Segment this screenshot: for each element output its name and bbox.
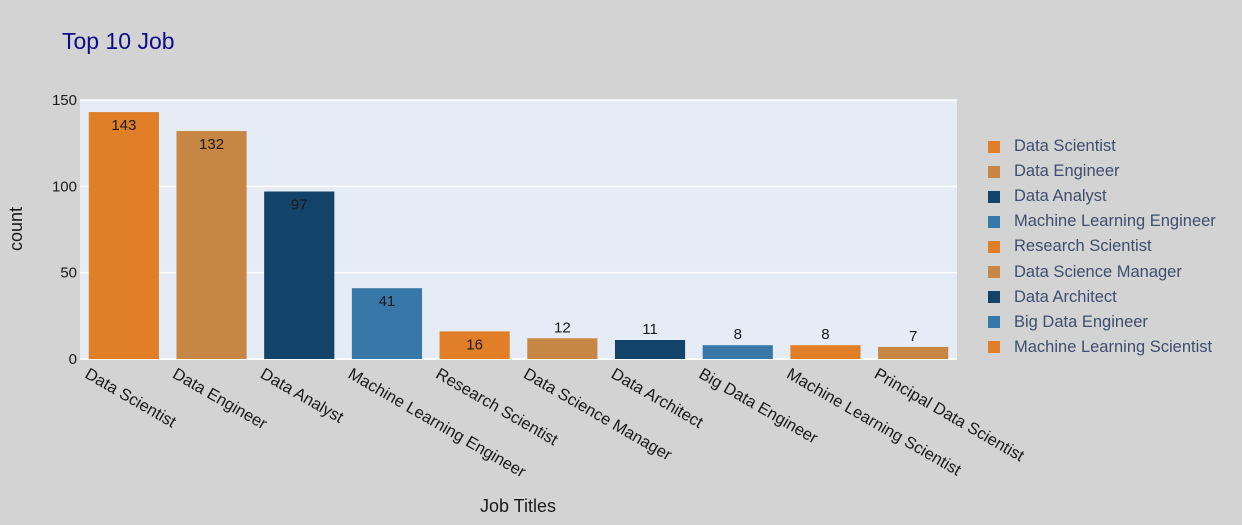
legend-label: Research Scientist: [1014, 237, 1152, 256]
x-tick-label: Data Engineer: [170, 365, 271, 434]
bar-value-label: 132: [199, 136, 224, 153]
legend-swatch: [988, 291, 1000, 304]
bar-value-label: 16: [466, 336, 483, 353]
bar[interactable]: [439, 331, 510, 359]
bar[interactable]: [88, 112, 159, 359]
legend-swatch: [988, 266, 1000, 279]
y-tick-label: 100: [52, 178, 77, 195]
bar-value-label: 8: [734, 326, 742, 343]
legend-item[interactable]: Data Scientist: [988, 134, 1216, 159]
bar-value-label: 143: [111, 117, 136, 134]
legend-label: Data Architect: [1014, 287, 1117, 306]
legend-item[interactable]: Data Analyst: [988, 184, 1216, 209]
legend-label: Machine Learning Engineer: [1014, 212, 1216, 231]
legend-swatch: [988, 341, 1000, 354]
bar[interactable]: [264, 191, 335, 359]
legend-label: Data Science Manager: [1014, 262, 1182, 281]
bars: [88, 112, 949, 359]
legend-item[interactable]: Data Architect: [988, 285, 1216, 310]
bar-value-label: 11: [642, 321, 658, 338]
legend-swatch: [988, 140, 1000, 153]
legend-label: Data Analyst: [1014, 187, 1107, 206]
legend-item[interactable]: Data Engineer: [988, 159, 1216, 184]
bar[interactable]: [351, 288, 423, 359]
legend-item[interactable]: Data Science Manager: [988, 259, 1216, 284]
legend-item[interactable]: Big Data Engineer: [988, 310, 1216, 335]
legend-swatch: [988, 215, 1000, 228]
legend-swatch: [988, 240, 1000, 253]
bar[interactable]: [176, 131, 247, 359]
x-tick-label: Principal Data Scientist: [871, 365, 1027, 466]
y-axis-ticks: 0 50 100 150: [52, 92, 77, 368]
bar[interactable]: [790, 345, 861, 359]
y-tick-label: 50: [60, 265, 77, 282]
legend-label: Machine Learning Scientist: [1014, 337, 1213, 356]
legend-swatch: [988, 165, 1000, 178]
legend-swatch: [988, 316, 1000, 329]
legend: Data Scientist Data Engineer Data Analyst M…: [988, 134, 1216, 360]
x-tick-label: Data Scientist: [82, 365, 180, 432]
legend-item[interactable]: Research Scientist: [988, 234, 1216, 259]
legend-label: Data Engineer: [1014, 162, 1120, 181]
chart-title: Top 10 Job: [62, 28, 175, 54]
x-tick-label: Machine Learning Scientist: [783, 365, 964, 480]
legend-item[interactable]: Machine Learning Scientist: [988, 335, 1216, 360]
legend-swatch: [988, 190, 1000, 203]
y-axis-label: count: [6, 207, 26, 251]
bar-value-label: 12: [554, 319, 571, 336]
value-labels: 143 132 97 41 16 12 11 8 8 7: [111, 117, 917, 353]
x-tick-label: Data Analyst: [257, 365, 347, 427]
bar[interactable]: [878, 346, 949, 359]
legend-label: Data Scientist: [1014, 137, 1116, 156]
bar[interactable]: [527, 338, 598, 359]
bar-value-label: 8: [821, 326, 829, 343]
bar[interactable]: [702, 345, 773, 359]
legend-item[interactable]: Machine Learning Engineer: [988, 209, 1216, 234]
x-axis-label: Job Titles: [480, 496, 556, 516]
x-tick-label: Data Science Manager: [520, 365, 675, 465]
bar-value-label: 41: [379, 293, 396, 310]
bar-value-label: 7: [909, 328, 917, 345]
bar-value-label: 97: [291, 197, 308, 214]
legend-label: Big Data Engineer: [1014, 312, 1148, 331]
y-tick-label: 0: [69, 351, 77, 368]
y-tick-label: 150: [52, 92, 77, 109]
bar[interactable]: [614, 340, 686, 359]
